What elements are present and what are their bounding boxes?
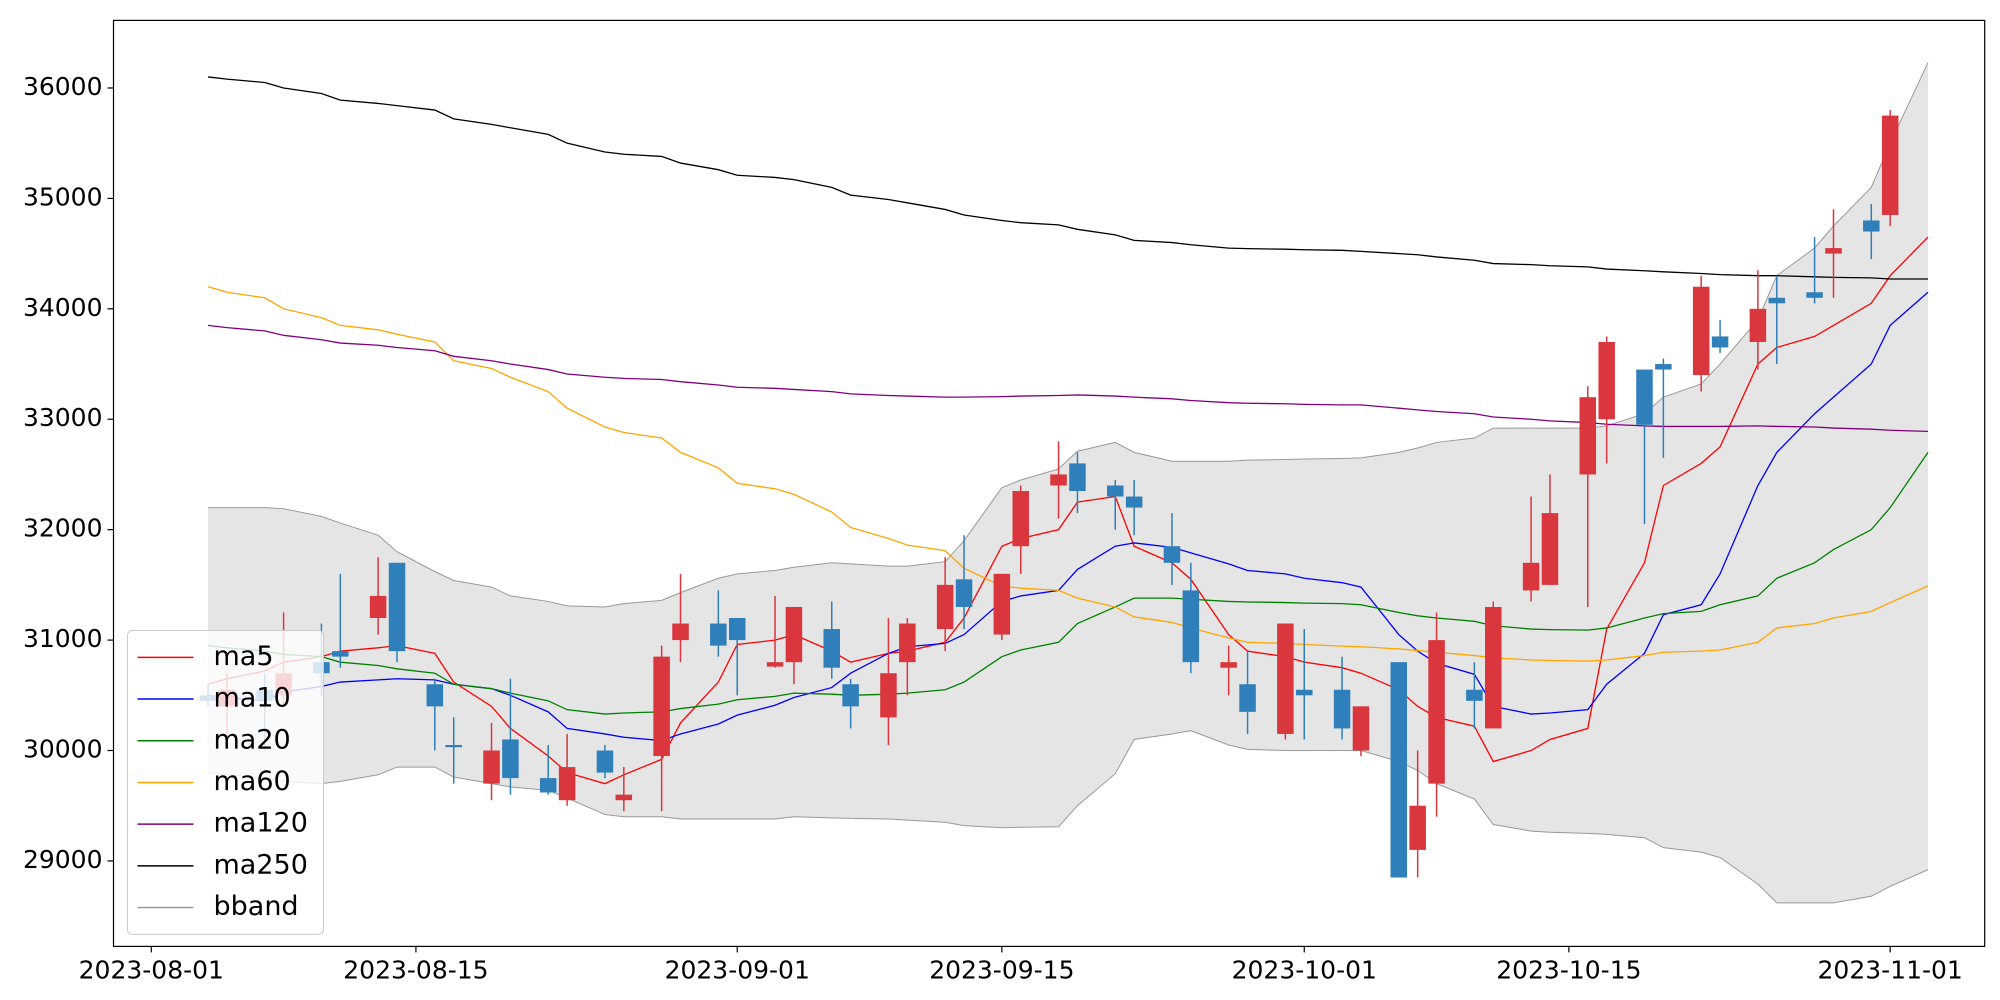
legend-label: ma20 (214, 724, 291, 755)
y-tick-label: 36000 (23, 72, 103, 101)
legend-label: ma120 (214, 808, 308, 839)
candle-body (1541, 513, 1559, 585)
candle-body (1806, 292, 1823, 298)
band-edge (207, 730, 1929, 904)
candle-body (445, 744, 462, 748)
band-fill (208, 62, 1928, 903)
x-tick-label: 2023-08-15 (343, 955, 488, 984)
candle-body (899, 623, 916, 663)
candle-body (558, 767, 576, 801)
ma-line (207, 236, 1929, 785)
candle-body (1239, 684, 1256, 712)
y-tick-label: 33000 (23, 403, 103, 432)
y-tick-label: 31000 (23, 624, 103, 653)
candle-body (502, 739, 519, 779)
candle-body (426, 684, 444, 707)
candle-body (1636, 369, 1653, 425)
candle-body (1352, 706, 1370, 751)
candle-body (1012, 491, 1029, 547)
x-tick-label: 2023-11-01 (1818, 955, 1963, 984)
candle-body (483, 750, 500, 784)
y-tick-label: 30000 (23, 735, 103, 764)
candle-body (766, 662, 784, 667)
candle-body (1220, 662, 1237, 668)
legend-label: ma60 (214, 766, 291, 797)
ma-line (207, 452, 1929, 715)
candle-body (539, 778, 557, 793)
ma-line (207, 76, 1928, 280)
candle-body (1069, 463, 1086, 492)
candle-body (842, 684, 859, 707)
candle-body (1522, 562, 1540, 591)
ma-line (207, 324, 1929, 433)
x-tick-label: 2023-10-15 (1496, 955, 1641, 984)
candle-body (1711, 336, 1729, 348)
candle-body (1428, 640, 1445, 784)
x-tick-label: 2023-08-01 (79, 955, 224, 984)
candle-body (993, 573, 1011, 635)
candle-body (1692, 286, 1710, 376)
candle-body (1182, 590, 1200, 663)
candle-body (785, 606, 803, 663)
legend-label: ma10 (214, 683, 291, 714)
legend: ma5 ma10 ma20 ma60 ma120 ma250 bband (127, 630, 324, 935)
candle-body (1825, 248, 1842, 254)
candle-body (1125, 496, 1143, 508)
candle-body (1598, 341, 1615, 420)
candle-body (653, 656, 670, 757)
candle-body (955, 579, 973, 607)
x-tick-label: 2023-09-01 (665, 955, 810, 984)
candle-body (1296, 689, 1313, 696)
legend-box (127, 630, 324, 935)
x-tick-label: 2023-10-01 (1232, 955, 1377, 984)
candle-body (672, 623, 689, 641)
candle-body (1881, 115, 1899, 215)
candle-body (615, 794, 633, 801)
candle-body (1749, 308, 1767, 342)
candle-body (1485, 606, 1502, 729)
candle-body (1579, 397, 1597, 475)
candle-body (1107, 485, 1124, 497)
legend-label: bband (214, 891, 299, 922)
candle-body (1390, 662, 1408, 878)
candle-body (1163, 546, 1181, 563)
plot-frame (112, 19, 1986, 947)
candle-body (1050, 474, 1067, 486)
candle-body (1768, 297, 1786, 304)
candle-body (880, 673, 897, 718)
candle-body (936, 584, 954, 630)
candle-body (1409, 805, 1426, 850)
candle-body (823, 629, 840, 668)
candle-body (1655, 364, 1672, 370)
candle-body (388, 562, 406, 652)
candle-body (369, 595, 387, 619)
legend-label: ma250 (214, 849, 308, 880)
y-tick-label: 32000 (23, 514, 103, 543)
y-tick-label: 29000 (23, 845, 103, 874)
y-tick-label: 34000 (23, 293, 103, 322)
x-tick-label: 2023-09-15 (929, 955, 1074, 984)
candle-body (1333, 689, 1351, 729)
candle-body (596, 750, 614, 773)
candle-body (710, 623, 727, 646)
y-tick-label: 35000 (23, 182, 103, 211)
candle-body (728, 618, 746, 641)
legend-label: ma5 (214, 641, 274, 672)
ma-line (207, 286, 1929, 662)
candle-body (332, 651, 349, 657)
candle-body (1466, 689, 1483, 701)
candle-body (1277, 623, 1294, 734)
candle-body (1863, 220, 1880, 232)
